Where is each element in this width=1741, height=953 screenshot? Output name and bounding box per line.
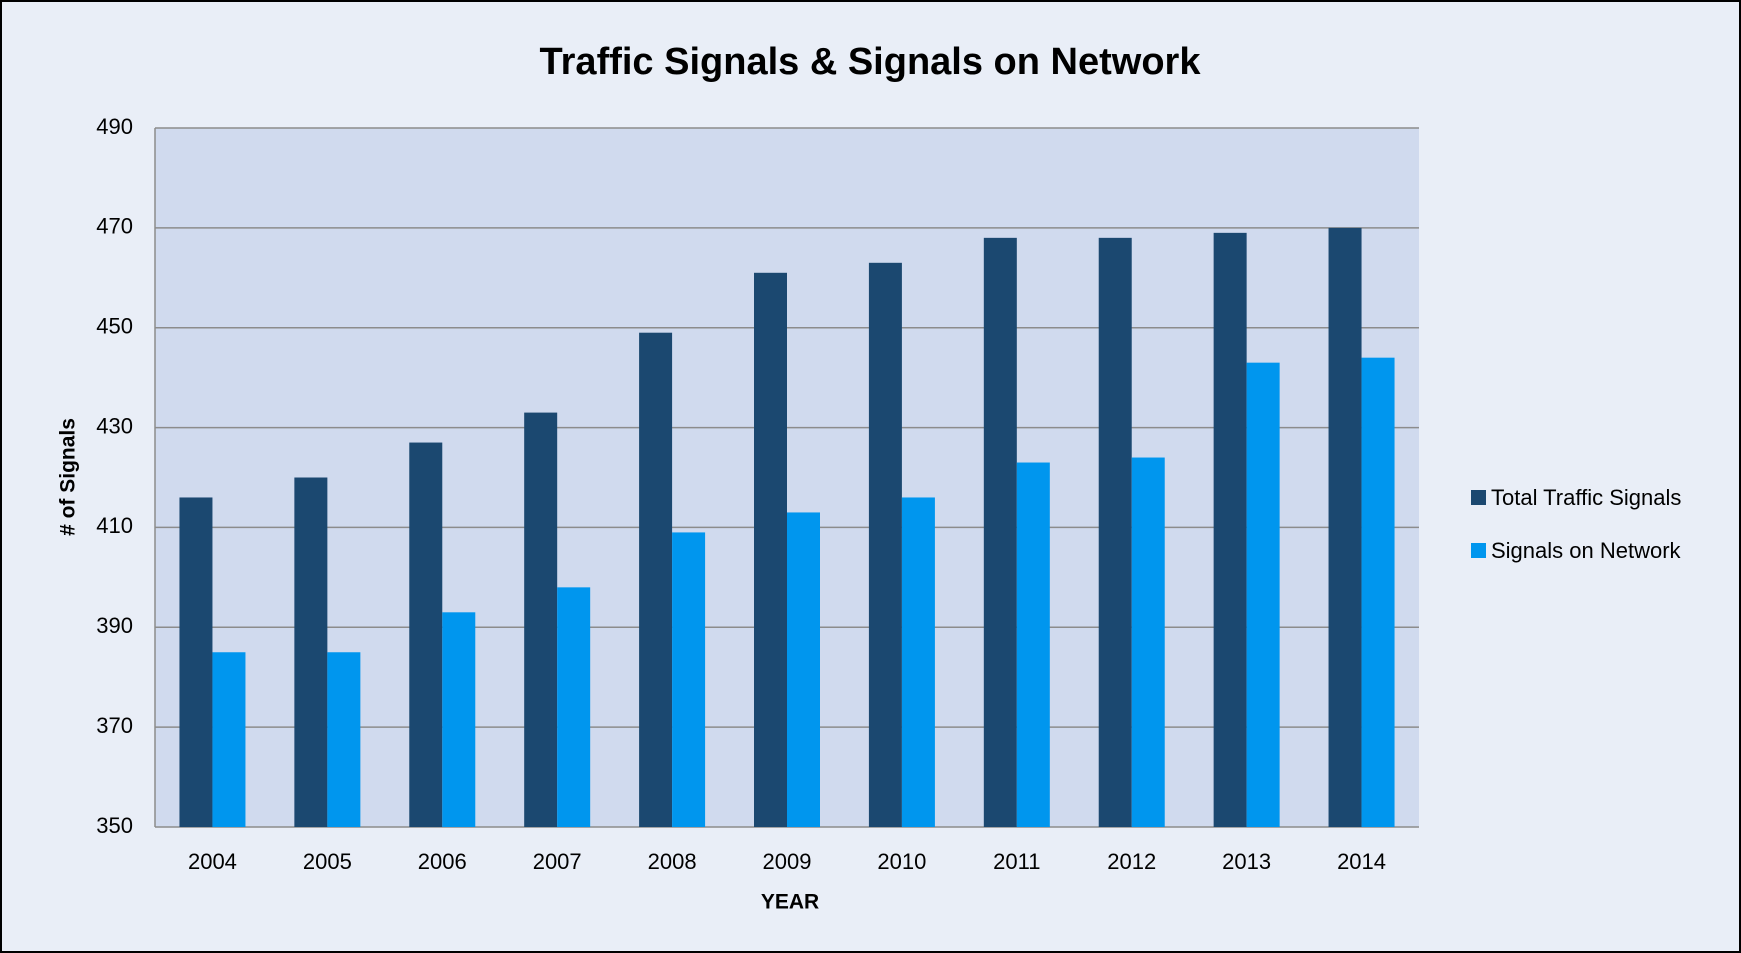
x-tick-label: 2011 bbox=[993, 849, 1040, 874]
y-tick-label: 450 bbox=[96, 314, 133, 339]
bar bbox=[524, 412, 558, 827]
bar bbox=[1328, 227, 1362, 827]
bar bbox=[754, 272, 787, 827]
x-tick-label: 2009 bbox=[763, 849, 812, 874]
bar bbox=[442, 612, 476, 827]
bar bbox=[557, 587, 591, 827]
bar bbox=[639, 332, 673, 827]
y-tick-label: 470 bbox=[96, 214, 133, 239]
y-tick-label: 370 bbox=[96, 713, 133, 738]
bar bbox=[1361, 357, 1395, 827]
x-axis-title: YEAR bbox=[761, 891, 819, 914]
x-tick-label: 2007 bbox=[533, 849, 582, 874]
x-tick-label: 2010 bbox=[877, 849, 926, 874]
bar bbox=[327, 652, 361, 827]
bar bbox=[294, 477, 328, 827]
x-tick-label: 2005 bbox=[303, 849, 352, 874]
y-tick-label: 350 bbox=[96, 813, 133, 838]
y-tick-label: 490 bbox=[96, 114, 133, 139]
y-tick-label: 390 bbox=[96, 613, 133, 638]
bar bbox=[409, 442, 443, 827]
bar bbox=[1213, 232, 1247, 828]
bar bbox=[787, 512, 820, 827]
legend-swatch bbox=[1471, 490, 1486, 505]
bar bbox=[868, 262, 902, 827]
chart-title: Traffic Signals & Signals on Network bbox=[540, 41, 1202, 83]
x-tick-label: 2004 bbox=[188, 849, 237, 874]
x-tick-label: 2006 bbox=[418, 849, 467, 874]
bar bbox=[212, 652, 246, 827]
legend-label: Signals on Network bbox=[1491, 538, 1682, 563]
bar bbox=[901, 497, 935, 827]
bar bbox=[179, 497, 213, 827]
bar bbox=[1016, 462, 1050, 827]
y-tick-label: 430 bbox=[96, 413, 133, 438]
bar bbox=[1246, 362, 1280, 827]
x-tick-label: 2008 bbox=[648, 849, 697, 874]
y-axis-title: # of Signals bbox=[57, 418, 80, 536]
x-tick-label: 2013 bbox=[1222, 849, 1271, 874]
x-tick-label: 2014 bbox=[1337, 849, 1386, 874]
bar bbox=[1131, 457, 1165, 827]
x-tick-label: 2012 bbox=[1107, 849, 1156, 874]
bar bbox=[983, 237, 1017, 828]
bar bbox=[672, 532, 706, 827]
legend-swatch bbox=[1471, 543, 1486, 558]
y-tick-label: 410 bbox=[96, 513, 133, 538]
legend-label: Total Traffic Signals bbox=[1491, 485, 1681, 510]
bar bbox=[1098, 237, 1132, 828]
